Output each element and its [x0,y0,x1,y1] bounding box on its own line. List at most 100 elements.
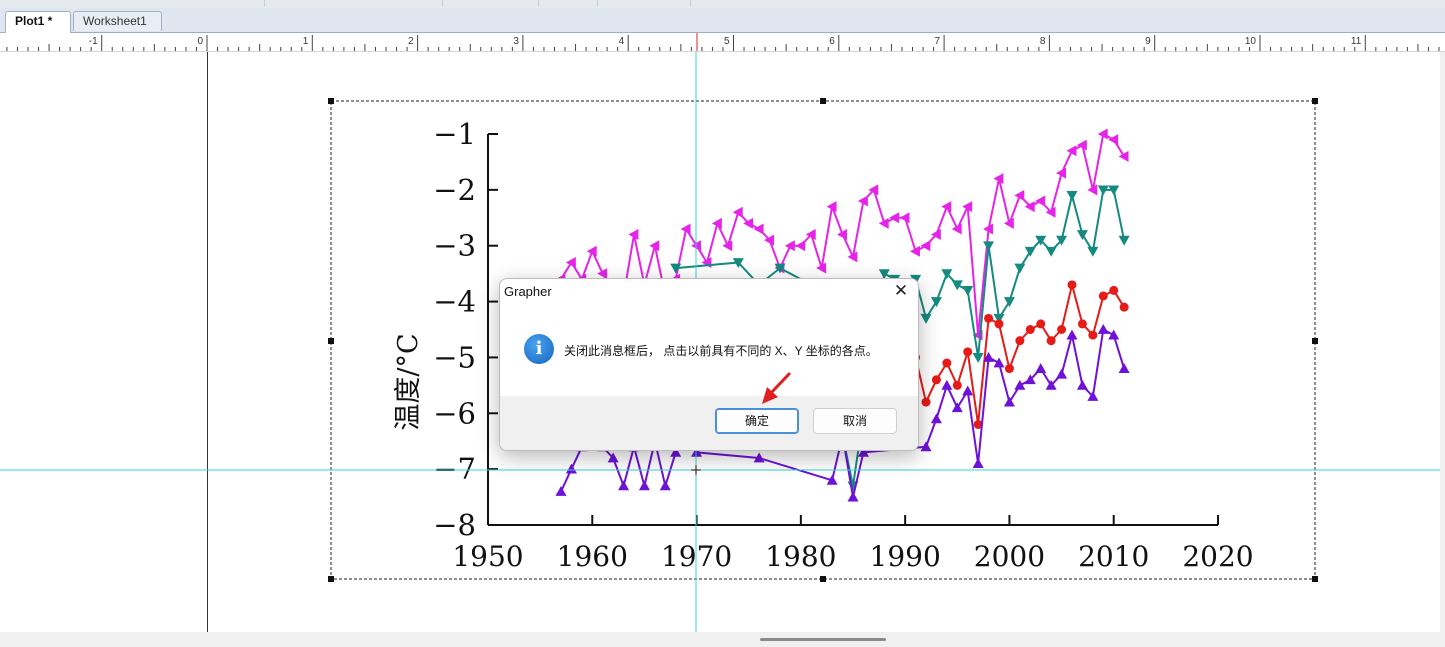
data-point [972,353,984,363]
data-point [857,446,869,457]
y-axis-label: 温度/°C [393,333,424,430]
data-point [1066,191,1078,201]
data-point [1045,206,1056,218]
data-point [1057,325,1067,334]
data-point [993,357,1005,368]
data-point [1076,379,1088,390]
y-tick-label: −6 [433,396,476,430]
data-point [565,463,577,474]
data-point [930,229,941,241]
data-point [878,217,889,229]
data-point [1056,368,1068,379]
selection-handle[interactable] [820,576,826,582]
data-point [1087,246,1099,257]
data-point [847,491,859,502]
data-point [1014,379,1026,390]
selection-handle[interactable] [328,338,334,344]
x-tick-label: 1980 [765,540,836,573]
data-point [607,452,619,463]
data-point [847,251,858,263]
y-tick-label: −8 [433,508,476,542]
ruler-label: 5 [724,36,730,47]
ruler-label: 6 [829,36,835,47]
data-point [951,223,962,235]
ruler-label: 11 [1351,36,1362,47]
data-point [628,229,639,241]
data-point [972,458,984,468]
selection-handle[interactable] [820,98,826,104]
data-point [732,258,744,268]
y-tick-label: −7 [433,452,476,486]
data-point [764,234,774,246]
series-3 [911,280,1129,429]
data-point [1076,230,1088,241]
data-point [1119,302,1129,312]
data-point [941,379,953,390]
data-point [753,223,764,235]
data-point [1098,291,1108,301]
y-tick-label: −1 [433,117,476,151]
data-point [1087,391,1099,401]
x-tick-label: 1990 [870,540,941,573]
data-point [837,229,847,241]
selection-box[interactable] [328,98,1318,582]
data-point [1045,379,1057,390]
series-line [914,283,1125,426]
data-point [920,240,931,252]
x-tick-label: 2010 [1078,540,1149,573]
tab-worksheet1[interactable]: Worksheet1 [73,11,162,31]
data-point [1024,201,1035,213]
horizontal-scrollbar[interactable] [0,632,1445,647]
tab-plot1[interactable]: Plot1 * [5,11,71,33]
data-point [670,446,682,457]
data-point [941,201,952,213]
data-point [1014,189,1025,201]
data-point [1087,184,1098,196]
ok-button[interactable]: 确定 [715,408,799,434]
data-point [722,240,733,252]
data-point [993,313,1005,324]
data-point [962,385,974,396]
data-point [1077,319,1087,329]
selection-handle[interactable] [328,576,334,582]
data-point [565,256,576,268]
x-tick-label: 1970 [661,540,732,573]
ruler-label: -1 [89,36,98,47]
data-point [984,313,994,323]
data-point [805,229,816,241]
data-point [1118,235,1130,246]
data-point [784,240,795,252]
data-point [670,263,682,274]
horizontal-ruler: -1 0 1 2 3 4 5 6 7 8 9 10 11 [0,33,1445,52]
selection-handle[interactable] [1312,98,1318,104]
data-point [1067,280,1077,290]
data-point [899,212,910,224]
data-point [993,173,1004,185]
x-tick-label: 1950 [452,540,523,573]
dialog-title: Grapher [504,284,552,299]
selection-handle[interactable] [1312,338,1318,344]
selection-handle[interactable] [1312,576,1318,582]
x-tick-label: 1960 [557,540,628,573]
selection-handle[interactable] [328,98,334,104]
data-point [1097,128,1108,140]
data-point [878,269,890,280]
grapher-message-dialog: Grapher ✕ i 关闭此消息框后， 点击以前具有不同的 X、Y 坐标的各点… [499,278,919,451]
scrollbar-thumb[interactable] [760,638,886,641]
close-icon[interactable]: ✕ [893,281,909,300]
cancel-button[interactable]: 取消 [813,408,897,434]
data-point [586,245,597,257]
data-point [951,280,963,291]
data-point [930,413,942,424]
data-point [1036,319,1046,329]
ruler-label: 3 [513,36,519,47]
vertical-scrollbar[interactable] [1440,52,1445,632]
data-point [555,485,567,496]
data-point [1118,363,1130,373]
data-point [732,206,743,218]
data-point [1108,134,1119,146]
data-point [983,351,995,362]
ruler-label: 2 [408,36,414,47]
